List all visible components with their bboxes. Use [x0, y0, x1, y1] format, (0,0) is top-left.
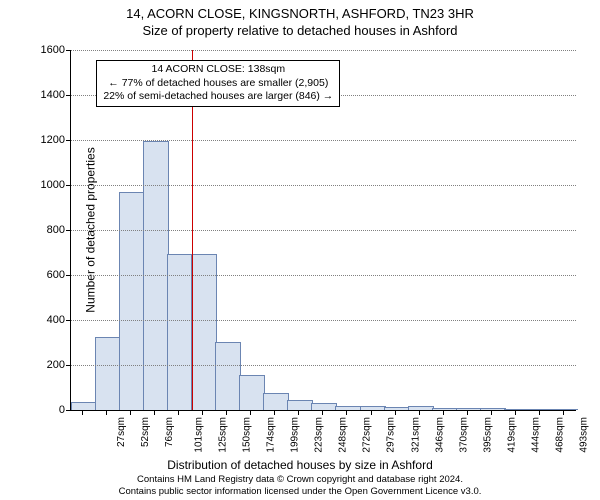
- xtick-label: 101sqm: [194, 417, 205, 453]
- xtick-mark: [322, 410, 323, 415]
- xtick-label: 76sqm: [164, 417, 175, 447]
- x-axis-label: Distribution of detached houses by size …: [0, 458, 600, 472]
- histogram-bar: [456, 408, 482, 410]
- annotation-line-2: ← 77% of detached houses are smaller (2,…: [103, 77, 333, 91]
- xtick-mark: [250, 410, 251, 415]
- histogram-bar: [335, 406, 361, 410]
- histogram-bar: [552, 409, 578, 410]
- plot-area: 14 ACORN CLOSE: 138sqm← 77% of detached …: [70, 50, 576, 411]
- gridline: [71, 365, 576, 366]
- histogram-bar: [167, 254, 193, 410]
- ytick-label: 1400: [41, 89, 65, 101]
- xtick-label: 346sqm: [434, 417, 445, 453]
- histogram-bar: [311, 403, 337, 410]
- footer-attribution: Contains HM Land Registry data © Crown c…: [0, 474, 600, 498]
- xtick-mark: [443, 410, 444, 415]
- histogram-bar: [504, 409, 530, 410]
- xtick-mark: [371, 410, 372, 415]
- xtick-mark: [82, 410, 83, 415]
- xtick-label: 370sqm: [458, 417, 469, 453]
- xtick-mark: [395, 410, 396, 415]
- xtick-mark: [539, 410, 540, 415]
- histogram-bar: [360, 406, 386, 410]
- ytick-label: 400: [47, 314, 65, 326]
- xtick-mark: [154, 410, 155, 415]
- footer-line-2: Contains public sector information licen…: [0, 486, 600, 498]
- title-line-1: 14, ACORN CLOSE, KINGSNORTH, ASHFORD, TN…: [0, 6, 600, 23]
- xtick-label: 493sqm: [578, 417, 589, 453]
- xtick-mark: [491, 410, 492, 415]
- gridline: [71, 275, 576, 276]
- xtick-mark: [130, 410, 131, 415]
- xtick-label: 27sqm: [116, 417, 127, 447]
- xtick-label: 248sqm: [338, 417, 349, 453]
- histogram-bar: [215, 342, 241, 411]
- histogram-bar: [263, 393, 289, 410]
- ytick-label: 800: [47, 224, 65, 236]
- histogram-bar: [71, 402, 97, 410]
- xtick-mark: [178, 410, 179, 415]
- histogram-bar: [384, 407, 410, 410]
- gridline: [71, 230, 576, 231]
- xtick-mark: [346, 410, 347, 415]
- xtick-mark: [419, 410, 420, 415]
- xtick-label: 297sqm: [386, 417, 397, 453]
- xtick-mark: [467, 410, 468, 415]
- histogram-bar: [191, 254, 217, 410]
- xtick-mark: [298, 410, 299, 415]
- histogram-bar: [95, 337, 121, 410]
- xtick-mark: [202, 410, 203, 415]
- annotation-line-1: 14 ACORN CLOSE: 138sqm: [103, 63, 333, 77]
- chart-page: { "title": { "line1": "14, ACORN CLOSE, …: [0, 0, 600, 500]
- xtick-label: 125sqm: [218, 417, 229, 453]
- histogram-bar: [528, 409, 554, 410]
- ytick-label: 1000: [41, 179, 65, 191]
- xtick-label: 223sqm: [314, 417, 325, 453]
- histogram-bar: [287, 400, 313, 410]
- xtick-mark: [563, 410, 564, 415]
- annotation-line-3: 22% of semi-detached houses are larger (…: [103, 90, 333, 104]
- xtick-mark: [226, 410, 227, 415]
- footer-line-1: Contains HM Land Registry data © Crown c…: [0, 474, 600, 486]
- xtick-mark: [106, 410, 107, 415]
- title-line-2: Size of property relative to detached ho…: [0, 23, 600, 40]
- xtick-label: 321sqm: [410, 417, 421, 453]
- xtick-label: 468sqm: [554, 417, 565, 453]
- gridline: [71, 185, 576, 186]
- histogram-bar: [432, 408, 458, 410]
- xtick-mark: [274, 410, 275, 415]
- xtick-mark: [515, 410, 516, 415]
- ytick-label: 0: [59, 404, 65, 416]
- gridline: [71, 320, 576, 321]
- xtick-label: 199sqm: [290, 417, 301, 453]
- annotation-box: 14 ACORN CLOSE: 138sqm← 77% of detached …: [96, 60, 340, 107]
- histogram-bar: [239, 375, 265, 410]
- ytick-label: 1200: [41, 134, 65, 146]
- xtick-label: 444sqm: [530, 417, 541, 453]
- histogram-bar: [408, 406, 434, 410]
- ytick-label: 200: [47, 359, 65, 371]
- xtick-label: 272sqm: [362, 417, 373, 453]
- gridline: [71, 50, 576, 51]
- xtick-label: 419sqm: [506, 417, 517, 453]
- xtick-label: 52sqm: [140, 417, 151, 447]
- histogram-bar: [480, 408, 506, 410]
- chart-title-block: 14, ACORN CLOSE, KINGSNORTH, ASHFORD, TN…: [0, 0, 600, 40]
- ytick-label: 600: [47, 269, 65, 281]
- gridline: [71, 140, 576, 141]
- ytick-label: 1600: [41, 44, 65, 56]
- xtick-label: 395sqm: [482, 417, 493, 453]
- xtick-label: 174sqm: [266, 417, 277, 453]
- histogram-bar: [119, 192, 145, 410]
- xtick-label: 150sqm: [242, 417, 253, 453]
